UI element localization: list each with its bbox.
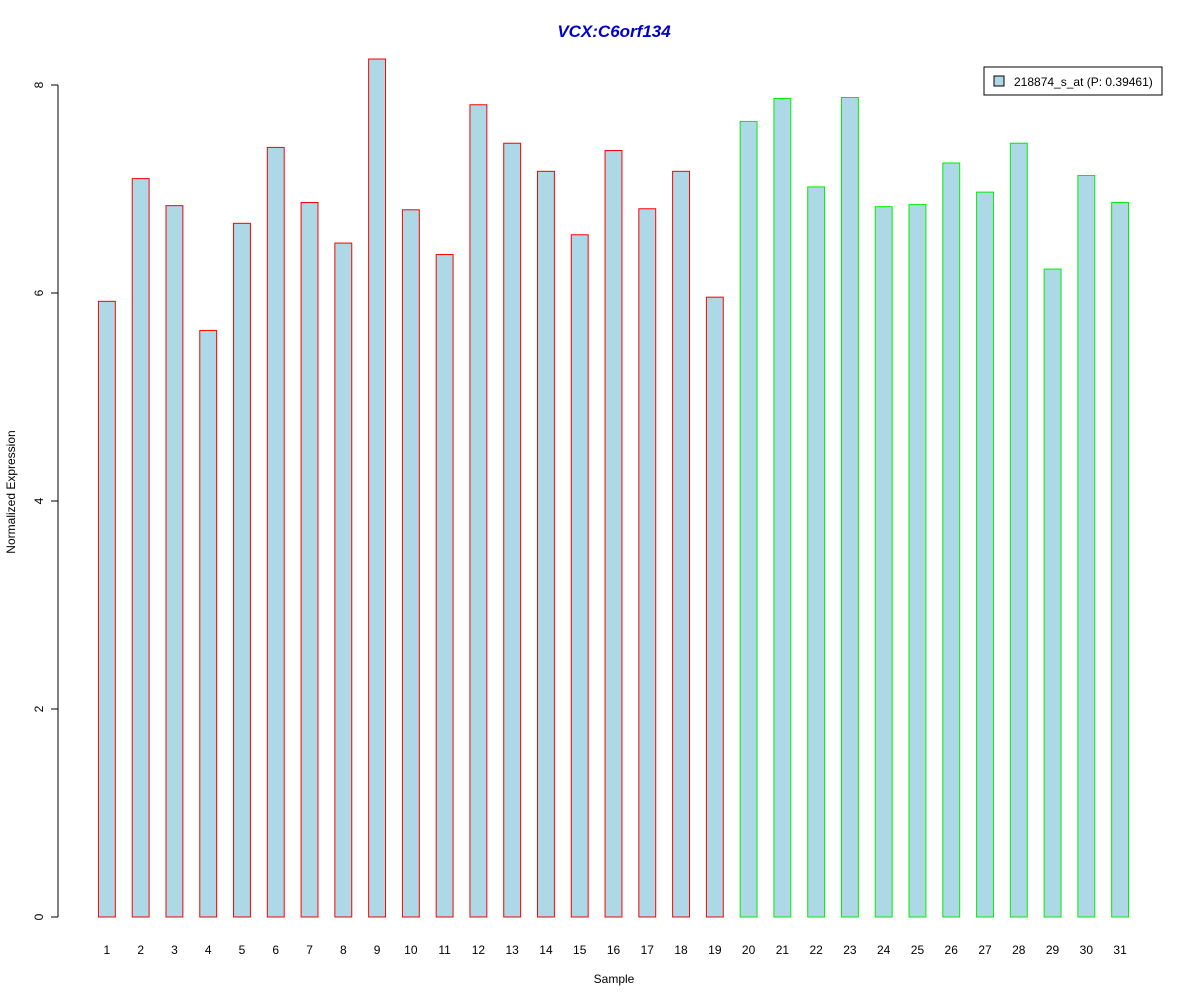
x-tick-label: 26 xyxy=(945,943,959,957)
bar-sample-26 xyxy=(942,162,961,918)
x-tick-label: 12 xyxy=(472,943,486,957)
bar-sample-23 xyxy=(840,96,859,918)
bar-sample-7 xyxy=(300,202,319,918)
bar-sample-20 xyxy=(739,120,758,918)
x-tick-label: 6 xyxy=(272,943,279,957)
y-tick-label: 2 xyxy=(32,705,46,712)
x-tick-label: 25 xyxy=(911,943,925,957)
y-tick-label: 4 xyxy=(32,497,46,504)
x-tick-label: 30 xyxy=(1080,943,1094,957)
legend-label: 218874_s_at (P: 0.39461) xyxy=(1014,75,1153,89)
x-tick-label: 11 xyxy=(438,943,451,957)
bar-sample-30 xyxy=(1077,174,1096,918)
bar-sample-1 xyxy=(97,300,116,918)
bar-sample-2 xyxy=(131,178,150,918)
bar-sample-8 xyxy=(334,242,353,918)
x-tick-label: 16 xyxy=(607,943,621,957)
y-tick-label: 8 xyxy=(32,81,46,88)
bar-sample-28 xyxy=(1009,142,1028,918)
x-tick-label: 20 xyxy=(742,943,756,957)
bar-sample-14 xyxy=(537,170,555,918)
y-axis-label: Normalized Expression xyxy=(4,430,18,553)
bar-sample-18 xyxy=(672,170,690,918)
x-tick-label: 9 xyxy=(374,943,381,957)
y-axis: 0 2 4 6 8 xyxy=(32,81,59,920)
x-tick-label: 24 xyxy=(877,943,891,957)
x-tick-label: 2 xyxy=(137,943,144,957)
x-tick-label: 28 xyxy=(1012,943,1026,957)
bar-sample-31 xyxy=(1111,202,1130,918)
x-tick-label: 1 xyxy=(104,943,111,957)
bar-sample-24 xyxy=(874,206,893,918)
bar-sample-21 xyxy=(773,98,792,918)
bar-sample-16 xyxy=(604,150,623,918)
x-tick-label: 31 xyxy=(1113,943,1127,957)
bar-sample-11 xyxy=(435,254,454,918)
x-tick-label: 22 xyxy=(809,943,823,957)
bars-group xyxy=(97,58,1130,918)
y-tick-label: 0 xyxy=(32,913,46,920)
x-tick-label: 27 xyxy=(978,943,992,957)
x-tick-label: 17 xyxy=(641,943,655,957)
x-tick-label: 14 xyxy=(539,943,553,957)
x-tick-label: 4 xyxy=(205,943,212,957)
x-tick-label: 23 xyxy=(843,943,857,957)
legend-swatch xyxy=(993,75,1005,87)
bar-sample-3 xyxy=(165,205,184,918)
x-tick-label: 21 xyxy=(776,943,790,957)
bar-sample-10 xyxy=(401,209,420,918)
bar-sample-22 xyxy=(807,186,826,918)
x-axis-ticks: 1 2 3 4 5 6 7 8 9 10 11 12 13 14 15 16 17 18 19 20 21 22 23 24 2… xyxy=(104,943,1128,957)
bar-sample-12 xyxy=(469,104,488,918)
legend: 218874_s_at (P: 0.39461) xyxy=(983,66,1163,96)
bar-sample-29 xyxy=(1043,268,1062,918)
bar-sample-17 xyxy=(638,208,657,918)
bar-sample-27 xyxy=(976,191,994,918)
legend-box xyxy=(983,66,1163,96)
bar-sample-13 xyxy=(503,142,522,918)
x-tick-label: 10 xyxy=(404,943,418,957)
x-tick-label: 18 xyxy=(674,943,688,957)
x-tick-label: 8 xyxy=(340,943,347,957)
x-axis-label: Sample xyxy=(594,972,635,986)
x-tick-label: 15 xyxy=(573,943,587,957)
bar-sample-4 xyxy=(199,329,218,918)
y-tick-label: 6 xyxy=(32,289,46,296)
x-tick-label: 5 xyxy=(239,943,246,957)
x-tick-label: 19 xyxy=(708,943,722,957)
x-tick-label: 7 xyxy=(306,943,313,957)
chart-title: VCX:C6orf134 xyxy=(557,22,671,41)
bar-sample-15 xyxy=(570,234,589,918)
bar-sample-5 xyxy=(233,222,251,918)
x-tick-label: 29 xyxy=(1046,943,1060,957)
bar-sample-25 xyxy=(908,204,927,918)
x-tick-label: 3 xyxy=(171,943,178,957)
bar-sample-19 xyxy=(705,296,724,918)
bar-sample-9 xyxy=(368,58,387,918)
x-tick-label: 13 xyxy=(505,943,519,957)
bar-sample-6 xyxy=(266,146,285,918)
